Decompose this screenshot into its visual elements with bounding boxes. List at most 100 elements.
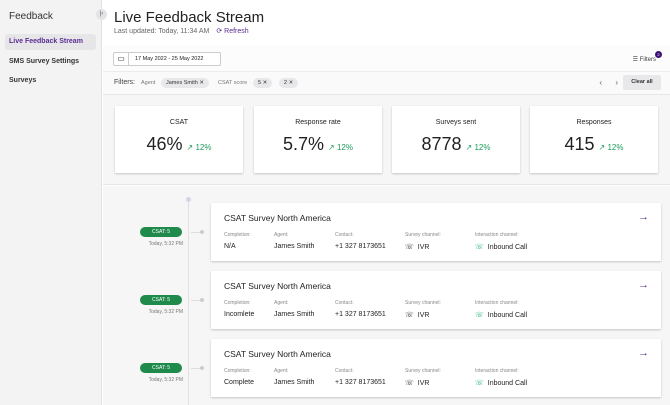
contact-value: +1 327 8173651 (335, 379, 386, 386)
feed-time: Today, 5:32 PM (148, 309, 183, 315)
agent-value: James Smith (274, 243, 315, 250)
clear-all-button[interactable]: Clear all (623, 75, 661, 90)
completion-label: Completion: (224, 300, 251, 306)
timeline-line (188, 199, 189, 405)
interaction-channel-label: Interaction channel: (475, 232, 519, 238)
feed-time: Today, 5:32 PM (148, 241, 183, 247)
stat-card-surveys-sent: Surveys sent 8778 ↗ 12% (392, 106, 520, 173)
stats-section: CSAT 46% ↗ 12% Response rate 5.7% ↗ 12% Surv… (103, 95, 670, 185)
survey-channel-value: IVR (417, 312, 430, 319)
agent-filter-label: Agent (141, 80, 156, 86)
stat-value: 8778 (421, 134, 462, 154)
timeline-connector (191, 300, 203, 301)
collapse-left-icon[interactable]: |‹ (96, 9, 107, 20)
inbound-call-icon: ☏ (475, 244, 484, 251)
stat-value: 5.7% (283, 134, 325, 154)
calendar-icon[interactable]: ▭ (114, 53, 129, 65)
date-toolbar: ▭ 17 May 2022 - 25 May 2022 ☰ Filters 2 (103, 46, 670, 72)
refresh-label: Refresh (224, 28, 249, 35)
filters-label: Filters (639, 57, 656, 63)
completion-value: Incomlete (224, 311, 255, 318)
csat-filter-chip[interactable]: 5 ✕ (253, 78, 273, 88)
timeline-dot (200, 230, 204, 234)
stat-trend: 12% (474, 143, 491, 152)
stat-label: Surveys sent (435, 119, 477, 126)
sidebar: Feedback Live Feedback Stream SMS Survey… (0, 0, 102, 405)
trend-up-icon: ↗ 12% (186, 143, 212, 152)
active-filters-bar: Filters: Agent James Smith ✕ CSAT score … (103, 72, 670, 95)
stat-value: 415 (564, 134, 595, 154)
phone-icon: ☏ (405, 244, 414, 251)
interaction-channel-value: Inbound Call (487, 244, 528, 251)
timeline-connector (191, 232, 203, 233)
last-updated-text: Last updated: Today, 11:34 AM (114, 28, 210, 35)
feed-item: CSAT: 5 Today, 5:32 PM CSAT Survey North… (103, 271, 670, 331)
feed-time: Today, 5:32 PM (148, 377, 183, 383)
contact-value: +1 327 8173651 (335, 311, 386, 318)
filters-button[interactable]: ☰ Filters 2 (632, 51, 662, 63)
survey-channel-label: Survey channel: (405, 300, 441, 306)
agent-label: Agent: (274, 232, 289, 238)
survey-channel-label: Survey channel: (405, 368, 441, 374)
arrow-right-icon[interactable]: → (638, 211, 649, 223)
sidebar-title: Feedback (9, 11, 53, 22)
stat-label: Response rate (295, 119, 341, 126)
trend-up-icon: ↗ 12% (328, 143, 353, 152)
interaction-channel-label: Interaction channel: (475, 300, 519, 306)
stat-trend: 12% (607, 143, 624, 152)
completion-value: Complete (224, 379, 254, 386)
completion-label: Completion: (224, 368, 251, 374)
stat-card-response-rate: Response rate 5.7% ↗ 12% (254, 106, 382, 173)
agent-value: James Smith (274, 311, 315, 318)
stat-label: CSAT (169, 119, 189, 126)
filters-count-badge: 2 (655, 51, 662, 58)
arrow-right-icon[interactable]: → (638, 279, 649, 291)
card-title: CSAT Survey North America (224, 213, 331, 223)
csat-badge: CSAT: 5 (140, 227, 182, 237)
page-title: Live Feedback Stream (114, 9, 265, 26)
agent-filter-chip[interactable]: James Smith ✕ (161, 78, 209, 88)
csat-filter-label: CSAT score (218, 80, 248, 86)
timeline-start-dot (186, 197, 191, 202)
stat-trend: 12% (336, 143, 353, 152)
stat-trend: 12% (195, 143, 212, 152)
csat-badge: CSAT: 5 (140, 363, 182, 373)
refresh-button[interactable]: ⟳ Refresh (216, 28, 248, 35)
contact-label: Contact: (335, 232, 354, 238)
stat-value: 46% (146, 134, 183, 154)
trend-up-icon: ↗ 12% (465, 143, 491, 152)
sidebar-item-surveys[interactable]: Surveys (9, 77, 37, 84)
prev-arrow-icon[interactable]: ‹ (599, 78, 602, 87)
feedback-card[interactable]: CSAT Survey North America → Completion: I… (211, 271, 661, 329)
contact-value: +1 327 8173651 (335, 243, 386, 250)
timeline-dot (200, 366, 204, 370)
contact-label: Contact: (335, 368, 354, 374)
inbound-call-icon: ☏ (475, 380, 484, 387)
date-range-picker[interactable]: ▭ 17 May 2022 - 25 May 2022 (113, 52, 221, 66)
sidebar-item-sms-survey-settings[interactable]: SMS Survey Settings (9, 58, 80, 65)
stat-card-csat: CSAT 46% ↗ 12% (115, 106, 243, 173)
card-title: CSAT Survey North America (224, 281, 331, 291)
interaction-channel-value: Inbound Call (487, 312, 528, 319)
filters-label: Filters: (114, 79, 135, 86)
inbound-call-icon: ☏ (475, 312, 484, 319)
agent-label: Agent: (274, 368, 289, 374)
sidebar-item-live-feedback-stream[interactable]: Live Feedback Stream (5, 34, 96, 50)
last-updated: Last updated: Today, 11:34 AM ⟳ Refresh (114, 27, 249, 35)
survey-channel-label: Survey channel: (405, 232, 441, 238)
refresh-icon: ⟳ (216, 28, 223, 35)
feedback-feed: CSAT: 5 Today, 5:32 PM CSAT Survey North… (103, 186, 670, 405)
survey-channel-value: IVR (417, 244, 430, 251)
feedback-card[interactable]: CSAT Survey North America → Completion: C… (211, 339, 661, 397)
next-arrow-icon[interactable]: › (615, 78, 618, 87)
completion-label: Completion: (224, 232, 251, 238)
csat-filter-chip[interactable]: 2 ✕ (279, 78, 299, 88)
feed-item: CSAT: 5 Today, 5:32 PM CSAT Survey North… (103, 339, 670, 399)
main-content: Live Feedback Stream Last updated: Today… (103, 0, 670, 405)
interaction-channel-label: Interaction channel: (475, 368, 519, 374)
filter-icon: ☰ (632, 57, 638, 63)
timeline-dot (200, 298, 204, 302)
timeline-connector (191, 368, 203, 369)
arrow-right-icon[interactable]: → (638, 347, 649, 359)
feedback-card[interactable]: CSAT Survey North America → Completion: N… (211, 203, 661, 261)
